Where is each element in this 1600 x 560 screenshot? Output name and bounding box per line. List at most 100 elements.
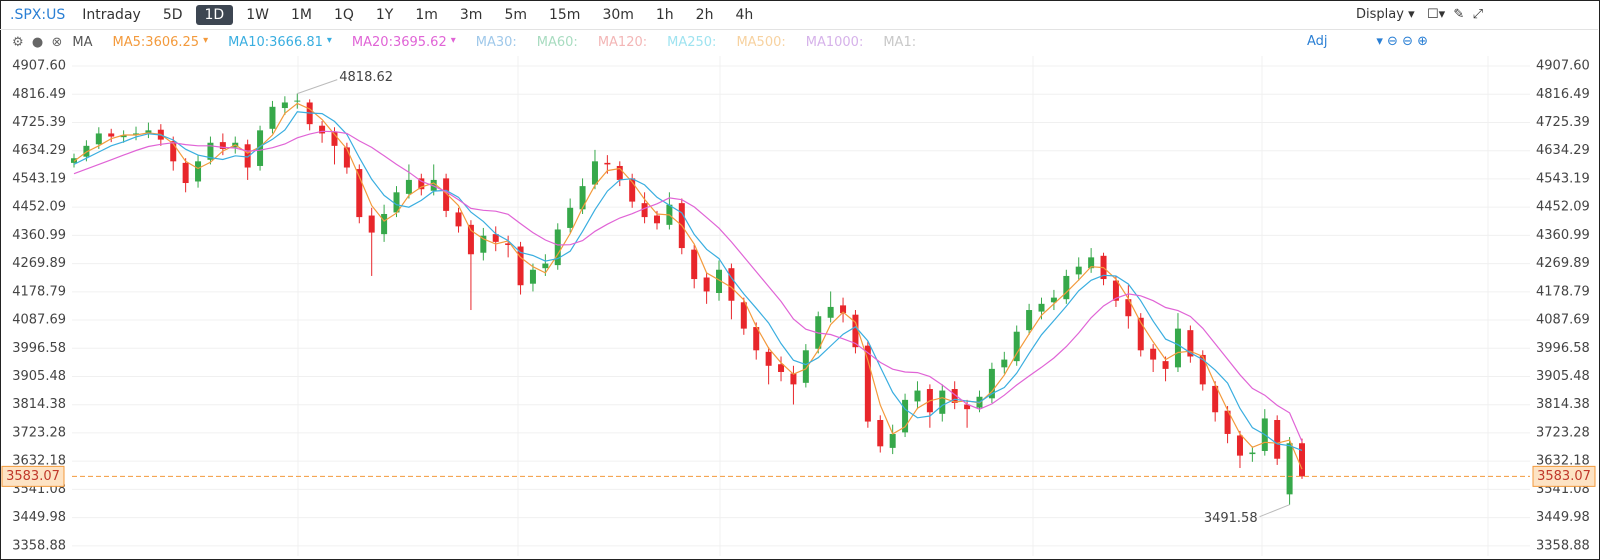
period-tab[interactable]: 30m — [602, 6, 634, 23]
candle-body — [517, 246, 524, 286]
candle-body — [281, 102, 288, 109]
legend-inactive[interactable]: MA500: — [736, 34, 786, 50]
period-tab[interactable]: 1Y — [375, 6, 394, 23]
candle-body — [951, 389, 958, 403]
candle-body — [641, 203, 648, 218]
candle-body — [1088, 257, 1095, 269]
adjust[interactable]: Adj ▾ ⊖ ⊖ ⊕ — [1306, 34, 1428, 49]
period-tab[interactable]: 1m — [415, 6, 438, 23]
y-tick-label-right: 4543.19 — [1536, 171, 1590, 186]
period-tab[interactable]: 2h — [695, 6, 714, 23]
symbol[interactable]: .SPX:US — [10, 6, 66, 23]
candle-body — [195, 161, 202, 182]
y-tick-label-right: 4178.79 — [1536, 284, 1590, 299]
period-tab[interactable]: 3m — [459, 6, 483, 23]
indicator-name[interactable]: MA — [72, 34, 93, 50]
candle-body — [939, 390, 946, 414]
vertical-grid — [297, 56, 1489, 556]
legend-inactive[interactable]: MA60: — [536, 34, 578, 50]
candle-body — [988, 368, 995, 399]
candle-body — [1063, 275, 1070, 300]
candle-body — [1274, 420, 1281, 459]
legend-entry[interactable]: MA20:3695.62 — [351, 34, 447, 50]
candle-body — [1050, 297, 1057, 303]
candle-body — [579, 186, 586, 210]
period-tab[interactable]: 1D — [195, 4, 234, 25]
period-tab[interactable]: 4h — [735, 6, 754, 23]
candle-body — [864, 345, 871, 422]
period-tab[interactable]: 15m — [548, 6, 581, 23]
candle-body — [1299, 443, 1305, 477]
settings-icons[interactable]: ⚙ ● ⊗ — [12, 34, 63, 50]
y-tick-label: 3449.98 — [12, 510, 66, 525]
candle-body — [765, 351, 772, 366]
y-tick-label: 4725.39 — [12, 115, 66, 130]
candle-body — [492, 234, 499, 242]
legend-inactive[interactable]: MA250: — [667, 34, 717, 50]
period-tab[interactable]: Intraday — [82, 6, 141, 23]
period-tab[interactable]: 1Q — [333, 6, 354, 23]
candle-body — [108, 133, 115, 137]
last-price-label: 3583.07 — [1537, 469, 1591, 484]
y-tick-label: 4907.60 — [12, 59, 66, 74]
toolbar: .SPX:US Intraday 5D 1D 1W 1M 1Q 1Y 1m 3m 5m 15m 30m… — [0, 0, 1598, 30]
legend-inactive[interactable]: MA30: — [475, 34, 517, 50]
y-tick-label-right: 4360.99 — [1536, 228, 1590, 243]
legend-arrow[interactable]: ▾ — [450, 34, 456, 46]
period-tab[interactable]: 1h — [655, 6, 674, 23]
y-tick-label: 4452.09 — [12, 200, 66, 215]
period-tab[interactable]: 5m — [504, 6, 527, 23]
candle-body — [902, 399, 909, 433]
y-tick-label: 4816.49 — [12, 87, 66, 102]
display-label[interactable]: Display — [1356, 7, 1404, 22]
candle-body — [1150, 348, 1157, 360]
display-menu[interactable]: Display ▾ ☐▾ ✎ ⤢ — [1356, 7, 1483, 22]
candle-body — [467, 224, 474, 255]
candle-body — [1174, 328, 1181, 368]
candle-body — [393, 192, 400, 213]
y-tick-label: 4634.29 — [12, 143, 66, 158]
period-tabs: Intraday 5D 1D 1W 1M 1Q 1Y 1m 3m 5m 15m 30m 1h 2h 4h — [71, 4, 764, 25]
legend-arrow[interactable]: ▾ — [203, 34, 209, 46]
candle-body — [691, 249, 698, 280]
candle-body — [790, 373, 797, 385]
candle-body — [778, 364, 785, 372]
candle-body — [877, 420, 884, 447]
y-tick-label-right: 4452.09 — [1536, 200, 1590, 215]
candle-body — [703, 277, 710, 292]
period-tab[interactable]: 1W — [246, 6, 269, 23]
candle-body — [1075, 266, 1082, 275]
legend-inactive[interactable]: MA1000: — [805, 34, 864, 50]
ma-line — [73, 130, 1303, 442]
candle-body — [753, 327, 760, 351]
adjust-label[interactable]: Adj — [1306, 34, 1328, 49]
candle-body — [1249, 452, 1256, 455]
y-tick-label-right: 4087.69 — [1536, 313, 1590, 328]
legend-inactive[interactable]: MA120: — [597, 34, 648, 50]
candle-body — [1162, 361, 1169, 369]
y-tick-label-right: 3358.88 — [1536, 538, 1590, 553]
candle-body — [653, 215, 660, 224]
y-tick-label-right: 3814.38 — [1536, 397, 1590, 412]
candle-body — [567, 207, 574, 228]
low-label: 3491.58 — [1204, 511, 1258, 526]
legend-entry[interactable]: MA5:3606.25 — [112, 34, 200, 50]
candle-body — [505, 243, 512, 245]
candle-body — [257, 130, 264, 166]
candle-body — [1026, 310, 1033, 331]
y-tick-label-right: 4634.29 — [1536, 143, 1590, 158]
y-tick-label: 3358.88 — [12, 538, 66, 553]
y-tick-label-right: 3449.98 — [1536, 510, 1590, 525]
legend: MA5:3606.25 ▾ MA10:3666.81 ▾ MA20:3695.62 ▾ MA… — [113, 35, 937, 50]
legend-entry[interactable]: MA10:3666.81 — [228, 34, 323, 50]
candle-body — [1125, 299, 1132, 317]
candle-body — [1038, 303, 1045, 312]
y-tick-label-right: 3996.58 — [1536, 341, 1590, 356]
legend-arrow[interactable]: ▾ — [326, 34, 332, 46]
candle-body — [964, 404, 971, 410]
y-tick-label: 4178.79 — [12, 284, 66, 299]
period-tab[interactable]: 1M — [290, 6, 312, 23]
legend-inactive[interactable]: MA1: — [883, 34, 917, 50]
candle-body — [716, 269, 723, 293]
period-tab[interactable]: 5D — [162, 6, 183, 23]
